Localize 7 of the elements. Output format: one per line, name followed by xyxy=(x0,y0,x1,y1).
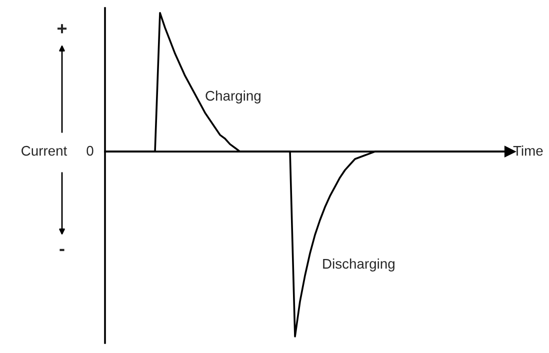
text: 0 xyxy=(86,146,94,156)
annotation: Charging xyxy=(206,90,260,104)
y-axis-title: Current xyxy=(22,146,68,156)
x-axis-title: Time xyxy=(513,146,543,156)
text: + xyxy=(57,24,67,34)
annotation: Discharging xyxy=(323,258,394,272)
text: - xyxy=(60,248,64,252)
